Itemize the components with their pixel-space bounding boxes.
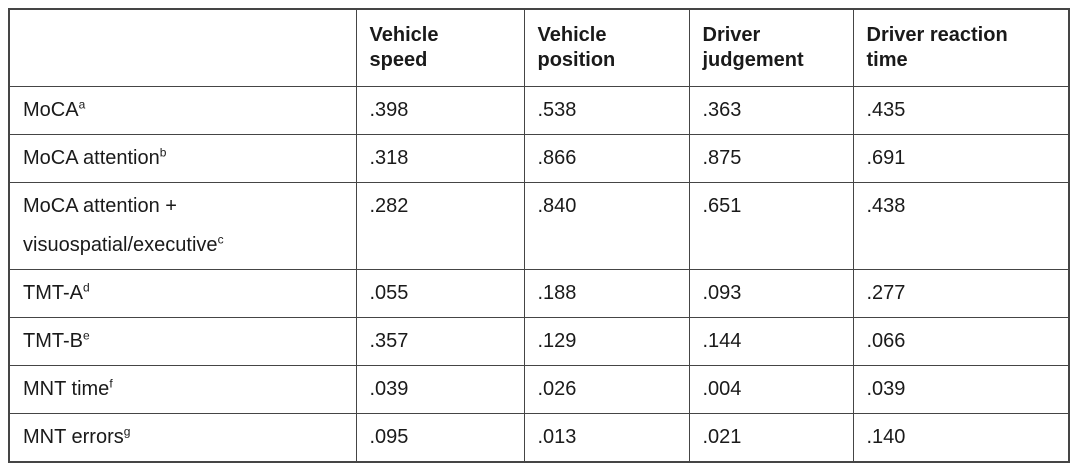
correlation-value-cell: .840 <box>523 182 690 270</box>
table-row: MoCAa .398.538.363.435 <box>8 86 1070 135</box>
footnote-marker: c <box>217 232 224 247</box>
column-header: Driver judgement <box>688 8 854 87</box>
correlation-value-cell: .039 <box>852 365 1070 414</box>
correlation-value-cell: .021 <box>688 413 854 463</box>
correlation-value-cell: .651 <box>688 182 854 270</box>
row-label: MNT timef <box>8 365 357 414</box>
correlation-value-cell: .398 <box>355 86 525 135</box>
row-label: MoCA attentionb <box>8 134 357 183</box>
correlation-value-cell: .875 <box>688 134 854 183</box>
correlation-value-cell: .438 <box>852 182 1070 270</box>
table-row: MoCA attention + visuospatial/executivec… <box>8 182 1070 270</box>
correlation-value-cell: .055 <box>355 269 525 318</box>
correlation-value-cell: .144 <box>688 317 854 366</box>
correlation-value-cell: .140 <box>852 413 1070 463</box>
table-row: MNT errorsg .095.013.021.140 <box>8 413 1070 463</box>
results-table: Vehicle speed Vehicle position Driver judg… <box>8 8 1070 463</box>
table-row: TMT-Be .357.129.144.066 <box>8 317 1070 366</box>
correlation-value-cell: .866 <box>523 134 690 183</box>
correlation-value-cell: .066 <box>852 317 1070 366</box>
correlation-value-cell: .363 <box>688 86 854 135</box>
header-row: Vehicle speed Vehicle position Driver judg… <box>8 8 1070 87</box>
correlation-value-cell: .538 <box>523 86 690 135</box>
table-row: TMT-Ad .055.188.093.277 <box>8 269 1070 318</box>
correlation-value-cell: .095 <box>355 413 525 463</box>
footnote-marker: f <box>109 376 113 391</box>
correlation-value-cell: .435 <box>852 86 1070 135</box>
correlation-value-cell: .026 <box>523 365 690 414</box>
footnote-marker: d <box>83 280 90 295</box>
correlation-value-cell: .004 <box>688 365 854 414</box>
row-label: TMT-Be <box>8 317 357 366</box>
table-row: MoCA attentionb .318.866.875.691 <box>8 134 1070 183</box>
correlation-value-cell: .188 <box>523 269 690 318</box>
correlation-value-cell: .282 <box>355 182 525 270</box>
correlation-value-cell: .013 <box>523 413 690 463</box>
correlation-value-cell: .277 <box>852 269 1070 318</box>
table-container: Vehicle speed Vehicle position Driver judg… <box>8 8 1070 463</box>
row-label: TMT-Ad <box>8 269 357 318</box>
table-row: MNT timef .039.026.004.039 <box>8 365 1070 414</box>
column-header: Driver reaction time <box>852 8 1070 87</box>
correlation-value-cell: .129 <box>523 317 690 366</box>
column-header: Vehicle position <box>523 8 690 87</box>
row-label: MNT errorsg <box>8 413 357 463</box>
correlation-value-cell: .318 <box>355 134 525 183</box>
table-body: MoCAa .398.538.363.435 MoCA attentionb .318… <box>8 86 1070 463</box>
footnote-marker: b <box>159 145 167 160</box>
footnote-marker: e <box>83 328 90 343</box>
footnote-marker: g <box>123 424 131 439</box>
column-header: Vehicle speed <box>355 8 525 87</box>
row-label: MoCAa <box>8 86 357 135</box>
corner-cell <box>8 8 357 87</box>
correlation-value-cell: .357 <box>355 317 525 366</box>
correlation-value-cell: .093 <box>688 269 854 318</box>
correlation-value-cell: .691 <box>852 134 1070 183</box>
correlation-value-cell: .039 <box>355 365 525 414</box>
row-label: MoCA attention + visuospatial/executivec <box>8 182 357 270</box>
footnote-marker: a <box>78 97 86 112</box>
